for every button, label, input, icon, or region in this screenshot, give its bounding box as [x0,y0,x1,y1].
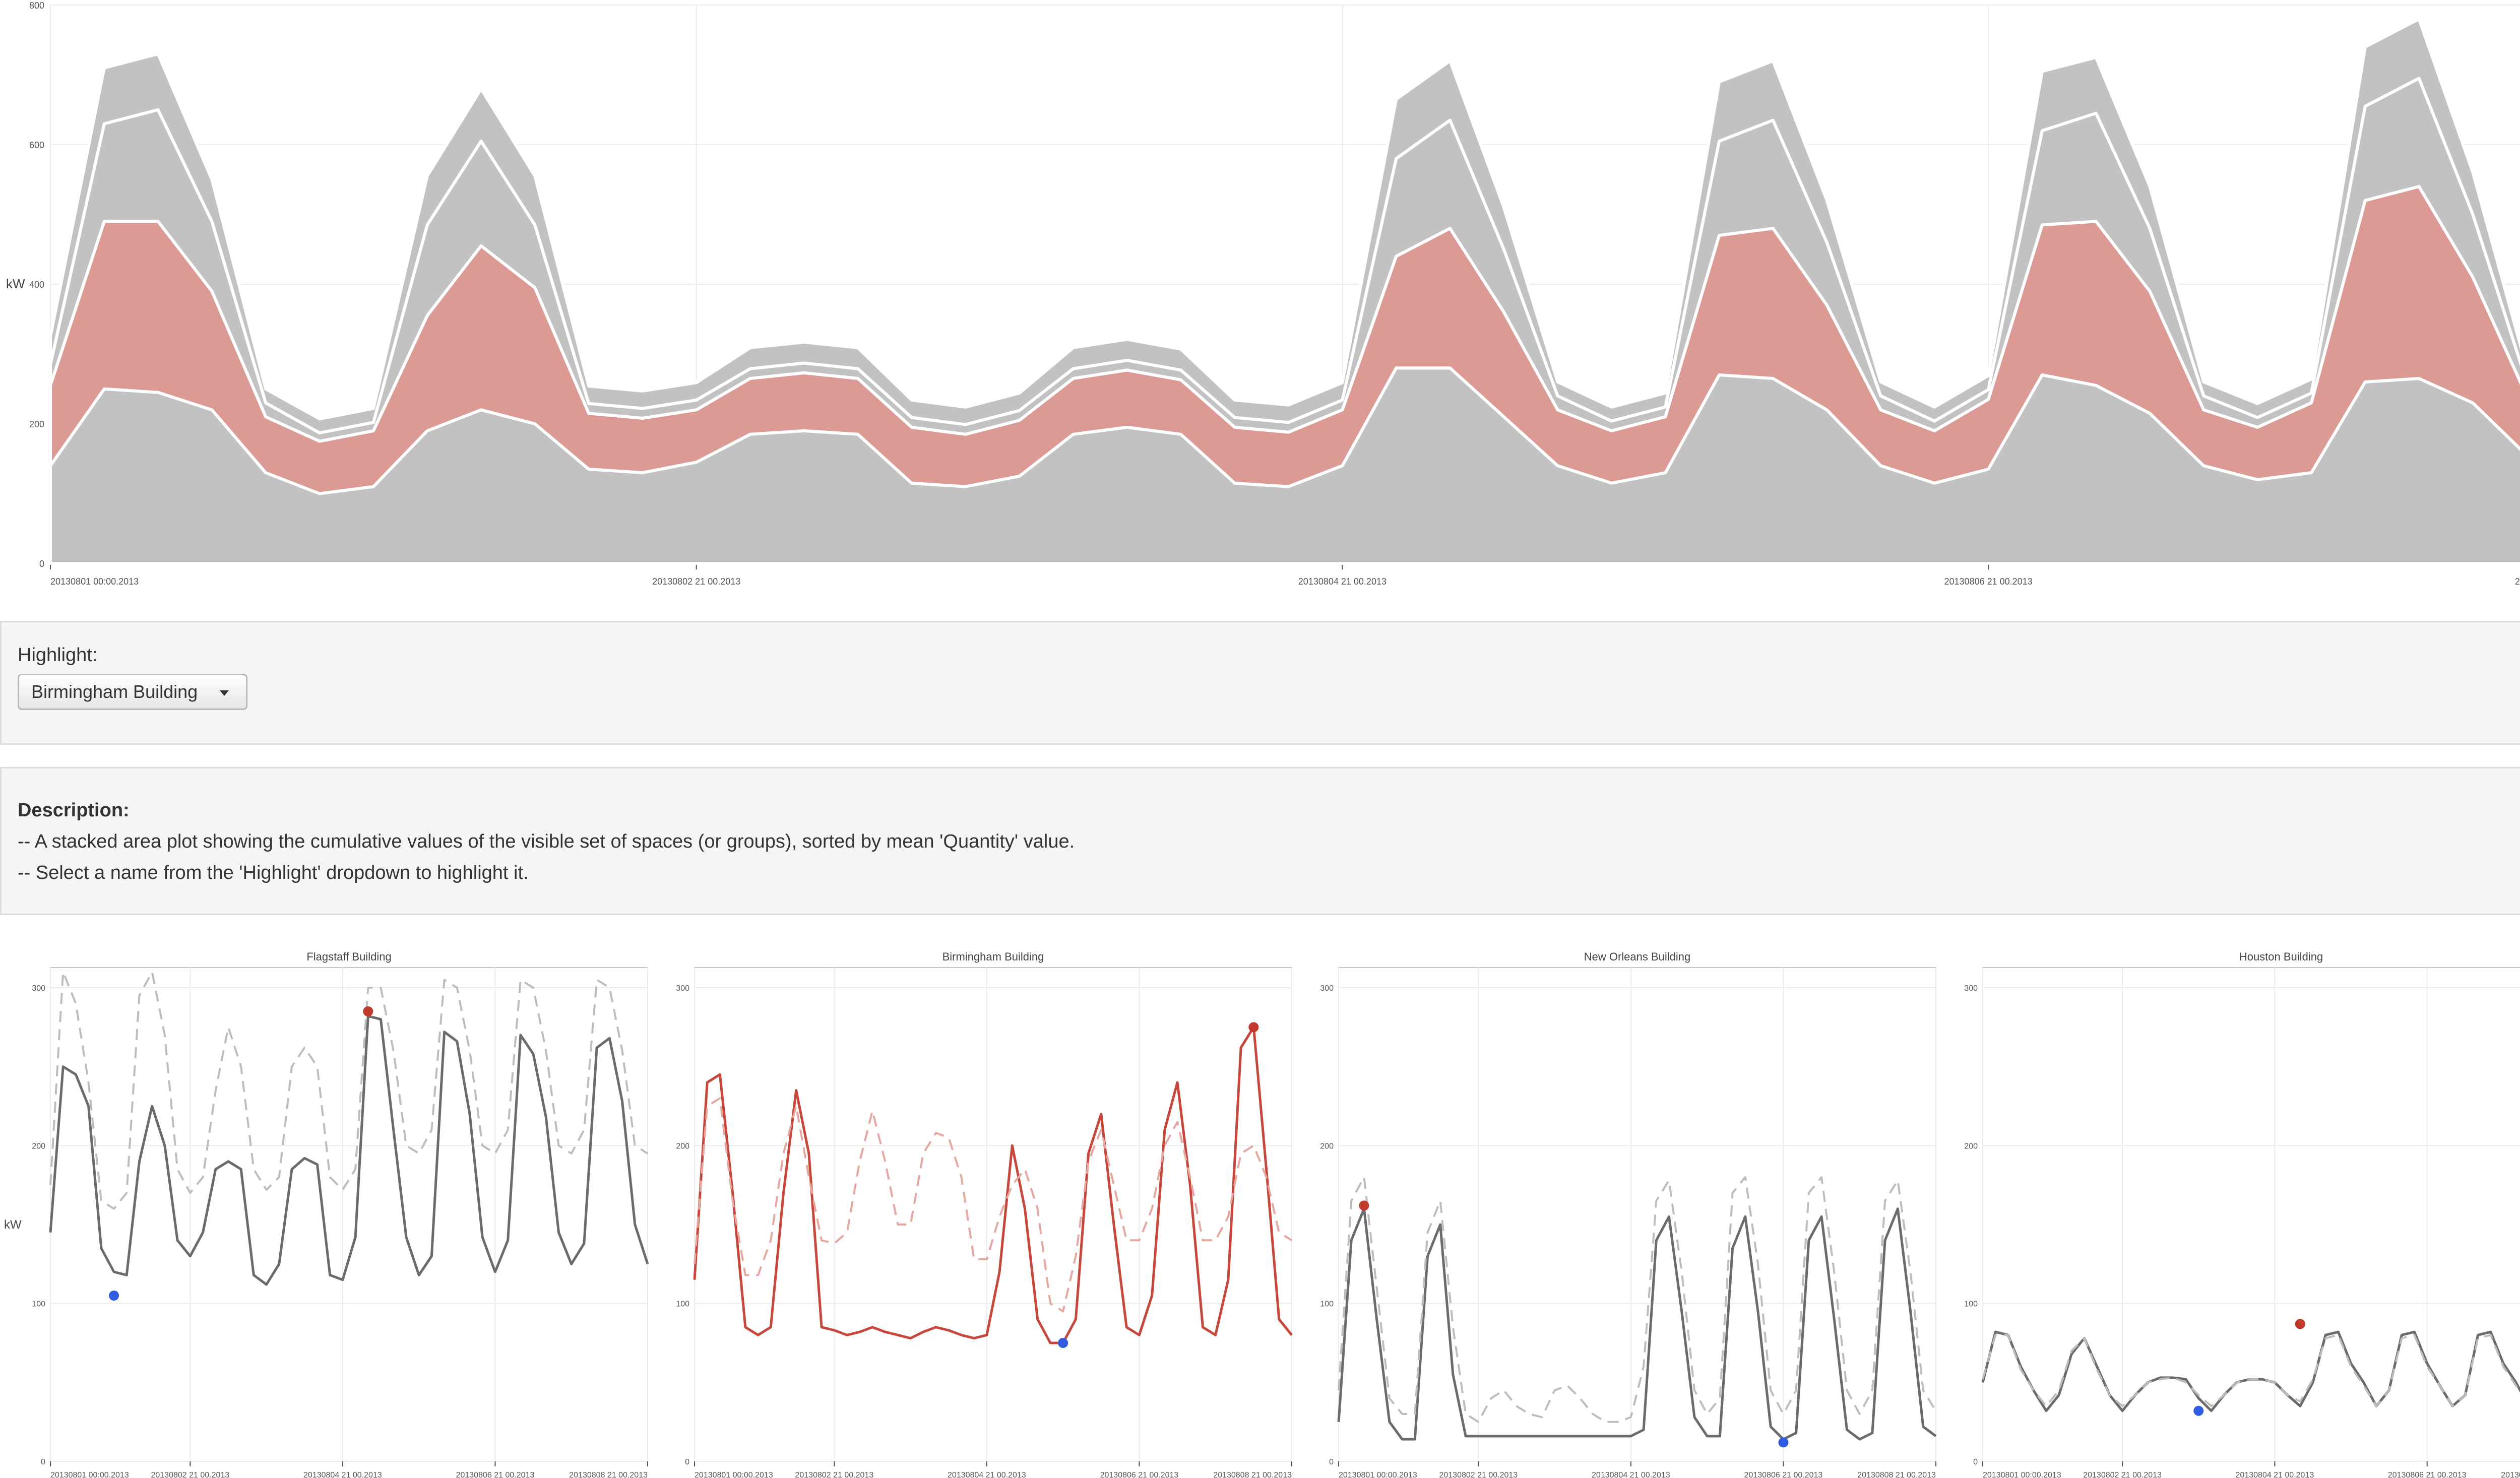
y-tick-label: 0 [41,1458,45,1466]
min-point-marker [1778,1437,1789,1448]
actual-line [49,1014,649,1286]
description-title: Description: [18,800,130,821]
x-tick-label: 20130806 21 00.2013 [1100,1471,1179,1478]
chart-title: Flagstaff Building [306,950,391,963]
x-tick-label: 20130804 21 00.2013 [1298,576,1387,587]
max-point-marker [363,1006,373,1016]
baseline-line [1338,1176,1937,1423]
y-tick-label: 200 [1964,1142,1978,1150]
y-axis-label: kW [4,1218,22,1232]
y-tick-label: 100 [676,1300,689,1309]
x-tick-label: 20130806 21 00.2013 [2388,1471,2467,1478]
highlight-panel: Highlight: Birmingham Building [0,621,2520,745]
y-tick-label: 600 [29,140,44,150]
x-tick-label: 20130804 21 00.2013 [2236,1471,2314,1478]
x-tick-label: 20130802 21 00.2013 [1439,1471,1518,1478]
chart-title: Birmingham Building [942,950,1044,963]
line-chart-new-orleans-building: New Orleans Building 0 100 200 300 20130801 0… [1320,950,1937,1478]
y-tick-label: 300 [1964,984,1978,993]
y-tick-label: 0 [1973,1458,1978,1466]
actual-line [693,1025,1293,1344]
x-tick-label: 20130801 00:00.2013 [1983,1471,2061,1478]
max-point-marker [1248,1022,1259,1033]
line-chart-houston-building: Houston Building 0 100 200 300 20130801 00:00… [1964,950,2520,1478]
x-tick-label: 20130808 21 00.2013 [2501,1471,2520,1478]
highlight-dropdown[interactable]: Birmingham Building [18,674,247,710]
y-tick-label: 800 [29,1,44,11]
y-tick-label: 100 [1320,1300,1334,1309]
y-tick-label: 100 [1964,1300,1978,1309]
x-tick-label: 20130802 21 00.2013 [2083,1471,2162,1478]
stacked-area-chart: 0 200 400 600 800 20130801 00:00.2013 20130802… [6,1,2520,587]
min-point-marker [109,1291,119,1301]
highlight-label: Highlight: [18,645,98,666]
y-tick-label: 0 [1329,1458,1334,1466]
y-tick-label: 200 [32,1142,45,1150]
caret-down-icon [220,690,229,696]
y-tick-label: 0 [39,559,44,569]
x-tick-label: 20130808 21 00.2013 [569,1471,648,1478]
x-tick-label: 20130804 21 00.2013 [948,1471,1026,1478]
x-tick-label: 20130806 21 00.2013 [1944,576,2033,587]
line-chart-flagstaff-building: Flagstaff Building 0 100 200 300 20130801 00:… [4,950,649,1478]
x-tick-label: 20130806 21 00.2013 [456,1471,535,1478]
y-tick-label: 0 [685,1458,689,1466]
x-tick-label: 20130802 21 00.2013 [151,1471,229,1478]
y-tick-label: 200 [29,419,44,429]
description-line: -- Select a name from the 'Highlight' dr… [18,862,529,883]
max-point-marker [2295,1319,2305,1329]
plot-background [1338,967,1936,1462]
y-tick-label: 300 [676,984,689,993]
max-point-marker [1359,1200,1369,1211]
x-tick-label: 20130804 21 00.2013 [303,1471,382,1478]
x-tick-label: 20130801 00:00.2013 [695,1471,773,1478]
plot-background [50,967,648,1462]
y-tick-label: 400 [29,280,44,290]
chart-title: Houston Building [2239,950,2323,963]
y-axis-label: kW [6,276,25,291]
x-tick-label: 20130802 21 00.2013 [795,1471,873,1478]
description-line: -- A stacked area plot showing the cumul… [18,831,1075,852]
x-tick-label: 20130808 21 00 [2515,576,2520,587]
y-tick-label: 200 [676,1142,689,1150]
x-tick-label: 20130801 00:00.2013 [50,1471,129,1478]
chart-title: New Orleans Building [1584,950,1691,963]
highlight-dropdown-value: Birmingham Building [31,681,198,702]
x-tick-label: 20130808 21 00.2013 [1857,1471,1936,1478]
line-chart-birmingham-building: Birmingham Building 0 100 200 300 20130801 00… [676,950,1293,1478]
x-tick-label: 20130808 21 00.2013 [1213,1471,1292,1478]
y-tick-label: 100 [32,1300,45,1309]
y-tick-label: 300 [1320,984,1334,993]
area-series-flagstaff-building [49,17,2520,434]
y-tick-label: 200 [1320,1142,1334,1150]
x-tick-label: 20130801 00:00.2013 [1339,1471,1417,1478]
min-point-marker [2193,1405,2204,1416]
baseline-line [1982,1334,2520,1407]
x-tick-label: 20130801 00:00.2013 [50,576,139,587]
description-panel: Description: -- A stacked area plot show… [0,767,2520,915]
plot-background [694,967,1292,1462]
x-tick-label: 20130806 21 00.2013 [1744,1471,1823,1478]
x-tick-label: 20130802 21 00.2013 [652,576,740,587]
min-point-marker [1058,1338,1068,1348]
x-tick-label: 20130804 21 00.2013 [1592,1471,1670,1478]
small-multiples-charts: Flagstaff Building 0 100 200 300 20130801 00:… [4,950,2520,1478]
y-tick-label: 300 [32,984,45,993]
baseline-line [694,1097,1293,1313]
actual-line [1337,1207,1937,1441]
